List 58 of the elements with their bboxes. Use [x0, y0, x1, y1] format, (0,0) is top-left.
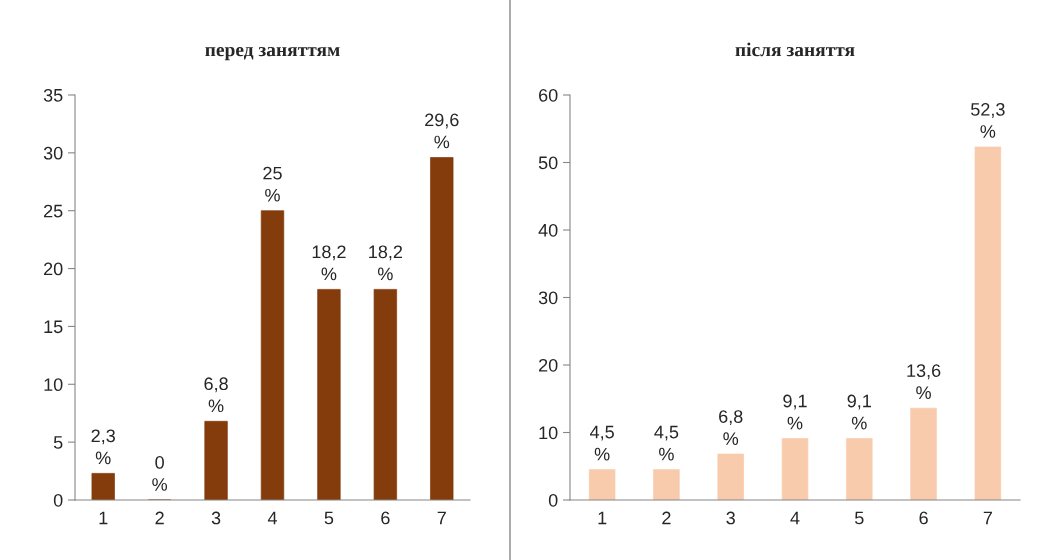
y-tick-label: 40 — [538, 223, 558, 237]
data-label: 9,1 % — [847, 394, 871, 430]
data-label: 4,5 % — [654, 425, 679, 461]
x-tick-label: 4 — [267, 511, 277, 525]
y-tick-label: 30 — [538, 291, 558, 305]
data-label: 6,8 % — [719, 410, 743, 445]
y-tick-label: 10 — [44, 378, 63, 392]
data-label: 4,5 % — [590, 425, 614, 461]
bar — [974, 146, 1002, 500]
bar — [373, 289, 397, 500]
data-label: 18,2 % — [312, 245, 346, 281]
y-tick-label: 5 — [53, 436, 63, 449]
x-tick-label: 6 — [919, 511, 928, 525]
bar — [204, 420, 228, 500]
bar — [846, 438, 873, 500]
y-tick-label: 20 — [539, 358, 558, 372]
y-tick-label: 10 — [539, 426, 558, 440]
bar — [317, 289, 341, 500]
x-tick-label: 3 — [726, 511, 735, 525]
y-tick-label: 0 — [53, 493, 63, 507]
bar — [653, 469, 680, 500]
x-tick-label: 6 — [381, 511, 390, 525]
x-tick-label: 1 — [99, 511, 108, 525]
x-tick-label: 2 — [662, 511, 671, 525]
bar — [717, 453, 744, 500]
data-label: 13,6 % — [907, 364, 941, 400]
data-label: 0 % — [152, 456, 168, 491]
y-tick-label: 30 — [43, 146, 63, 160]
data-label: 18,2 % — [369, 245, 403, 281]
y-tick-label: 35 — [43, 88, 63, 102]
data-label: 29,6 % — [425, 113, 459, 149]
bar — [430, 157, 454, 500]
data-label: 25 % — [263, 166, 282, 202]
x-tick-label: 3 — [211, 511, 221, 525]
y-tick-label: 25 — [44, 204, 63, 218]
data-label: 2,3 % — [91, 429, 115, 465]
x-tick-label: 5 — [854, 511, 864, 525]
y-tick-label: 50 — [538, 156, 558, 170]
y-tick-label: 0 — [548, 493, 558, 507]
x-tick-label: 1 — [598, 511, 607, 525]
y-tick-label: 20 — [44, 262, 63, 276]
data-label: 52,3 % — [971, 103, 1005, 138]
bar — [260, 210, 285, 500]
bar — [588, 469, 616, 500]
x-tick-label: 4 — [790, 511, 800, 525]
data-label: 9,1 % — [783, 394, 807, 430]
y-tick-label: 15 — [44, 320, 63, 334]
bar — [910, 407, 937, 500]
chart-title: після заняття — [735, 42, 855, 57]
data-label: 6,8 % — [204, 377, 228, 413]
y-tick-label: 60 — [539, 88, 558, 102]
chart-title: перед заняттям — [205, 46, 340, 61]
x-tick-label: 2 — [155, 511, 164, 525]
x-tick-label: 7 — [983, 511, 992, 525]
bar — [91, 473, 115, 500]
x-tick-label: 7 — [437, 511, 446, 525]
bar — [781, 438, 809, 500]
x-tick-label: 5 — [324, 511, 334, 525]
